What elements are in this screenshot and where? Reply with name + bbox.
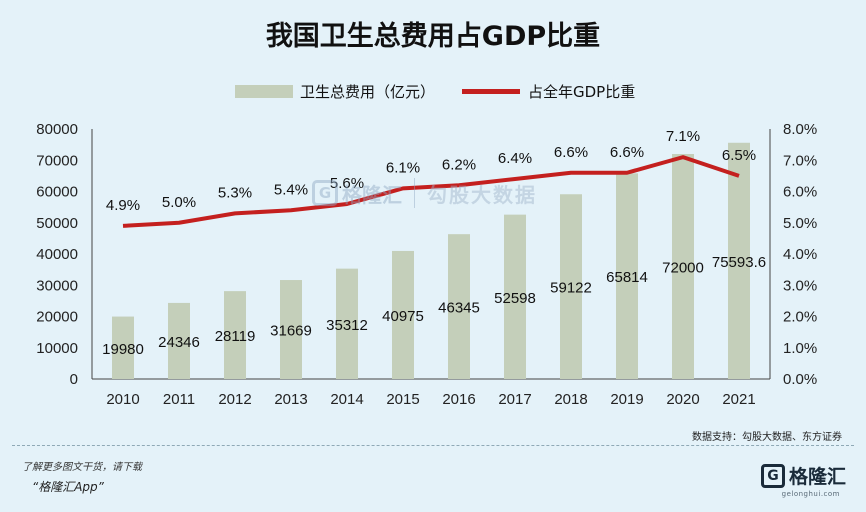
source-note: 数据支持：勾股大数据、东方证券 [692,432,842,443]
bar [168,302,190,379]
bar [672,154,694,379]
bar-value-label: 40975 [382,308,424,325]
footer-app-name: “格隆汇App” [32,480,104,494]
watermark-brand: 格隆汇 [342,182,402,207]
watermark: G 格隆汇 勾股大数据 [312,178,537,208]
bar-value-label: 24346 [158,334,200,351]
bar [336,268,358,379]
x-axis-tick: 2010 [106,391,139,408]
bar [728,142,750,379]
legend-bar-swatch [235,85,293,98]
line-value-label: 5.4% [274,181,308,198]
bar [280,280,302,379]
right-axis-tick: 1.0% [783,340,817,357]
right-axis-tick: 2.0% [783,309,817,326]
footer-divider [12,445,854,446]
chart-svg: 卫生总费用（亿元） 占全年GDP比重 0 10000 20000 30000 40000… [36,83,817,408]
line-value-label: 6.6% [610,144,644,161]
bar [224,291,246,379]
left-axis-tick: 50000 [36,215,78,232]
right-axis-tick: 6.0% [783,184,817,201]
bar [448,234,470,379]
line-value-label: 7.1% [666,128,700,145]
bar-value-label: 59122 [550,280,592,297]
right-axis-tick: 4.0% [783,246,817,263]
x-axis-tick: 2017 [498,391,531,408]
bar-value-label: 31669 [270,323,312,340]
line-value-label: 6.1% [386,159,420,176]
right-axis: 0.0% 1.0% 2.0% 3.0% 4.0% 5.0% 6.0% 7.0% 8.0% [769,121,817,388]
right-axis-tick: 7.0% [783,152,817,169]
bar [392,250,414,379]
watermark-brand2: 勾股大数据 [427,182,537,207]
bar-value-label: 52598 [494,290,536,307]
left-axis-tick: 0 [70,371,78,388]
bar-value-label: 19980 [102,341,144,358]
bar [112,316,134,379]
logo-subtext: gelonghui.com [781,490,840,498]
logo-text: 格隆汇 [788,466,846,488]
line-value-label: 6.6% [554,144,588,161]
line-value-label: 6.4% [498,150,532,167]
x-axis: 2010 2011 2012 2013 2014 2015 2016 2017 2018 2019… [92,378,770,408]
x-axis-tick: 2019 [610,391,643,408]
x-axis-tick: 2015 [386,391,419,408]
legend: 卫生总费用（亿元） 占全年GDP比重 [235,83,635,101]
x-axis-tick: 2016 [442,391,475,408]
right-axis-tick: 5.0% [783,215,817,232]
line-series [122,155,740,228]
left-axis-tick: 10000 [36,340,78,357]
line-value-label: 5.6% [330,175,364,192]
bar-series [112,142,750,379]
chart-title: 我国卫生总费用占GDP比重 [265,21,601,52]
left-axis: 0 10000 20000 30000 40000 50000 60000 70000 8000… [36,121,93,388]
line-value-label: 5.3% [218,184,252,201]
left-axis-tick: 40000 [36,246,78,263]
bar-value-label: 28119 [215,328,256,345]
legend-line-label: 占全年GDP比重 [528,83,635,101]
line-labels: 4.9% 5.0% 5.3% 5.4% 5.6% 6.1% 6.2% 6.4% 6.6% 6.6%… [106,128,756,214]
logo-icon: G [760,463,785,488]
x-axis-tick: 2020 [666,391,699,408]
left-axis-tick: 60000 [36,184,78,201]
left-axis-tick: 20000 [36,309,78,326]
right-axis-tick: 3.0% [783,277,817,294]
bar-value-label: 46345 [438,300,480,317]
x-axis-tick: 2011 [163,391,195,408]
x-axis-tick: 2018 [554,391,587,408]
left-axis-tick: 80000 [36,121,78,138]
bar-value-label: 72000 [662,260,704,277]
x-axis-tick: 2021 [722,391,755,408]
line-value-label: 6.2% [442,156,476,173]
x-axis-tick: 2013 [274,391,307,408]
footer-note: 了解更多图文干货，请下载 [22,462,142,473]
bar-value-label: 65814 [606,269,648,286]
line-value-label: 5.0% [162,194,196,211]
right-axis-tick: 0.0% [783,371,817,388]
bar [560,194,582,379]
bar-value-label: 35312 [326,317,368,334]
bar-labels: 19980 24346 28119 31669 35312 40975 46345 52598… [102,254,766,358]
left-axis-tick: 70000 [36,152,78,169]
footer-logo: G 格隆汇 gelonghui.com [760,462,846,498]
line-value-label: 6.5% [722,147,756,164]
bar [504,214,526,379]
right-axis-tick: 8.0% [783,121,817,138]
line-path [122,155,740,228]
left-axis-tick: 30000 [36,277,78,294]
legend-bar-label: 卫生总费用（亿元） [300,83,435,101]
watermark-divider [414,178,415,208]
bar-value-label: 75593.6 [712,254,766,271]
watermark-logo-icon: G [312,180,338,206]
bar [616,173,638,379]
x-axis-tick: 2014 [330,391,363,408]
line-value-label: 4.9% [106,197,140,214]
x-axis-tick: 2012 [218,391,251,408]
